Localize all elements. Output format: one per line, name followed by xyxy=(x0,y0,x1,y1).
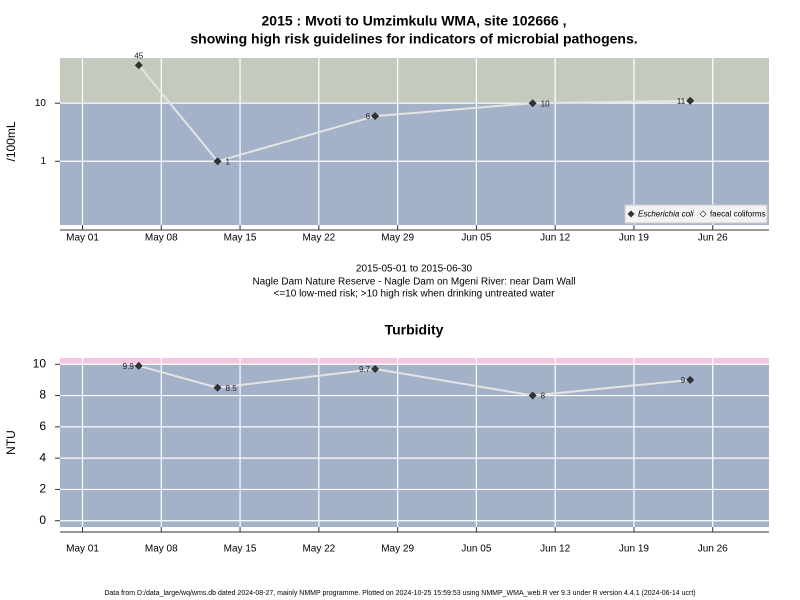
y-axis-label: NTU xyxy=(4,430,18,455)
y-axis-label: /100mL xyxy=(4,121,18,161)
x-tick-label: Jun 26 xyxy=(698,233,728,244)
data-label: 10 xyxy=(541,99,550,108)
low-risk-band xyxy=(60,364,769,527)
x-tick-label: Jun 12 xyxy=(540,544,570,555)
data-label: 9.9 xyxy=(123,362,135,371)
chart-title: 2015 : Mvoti to Umzimkulu WMA, site 1026… xyxy=(262,13,567,29)
data-label: 1 xyxy=(226,157,231,166)
legend-box xyxy=(624,204,768,224)
footer: Data from D:/data_large/wq/wms.db dated … xyxy=(104,590,695,597)
x-tick-label: May 01 xyxy=(66,544,99,555)
data-label: 8.5 xyxy=(226,384,238,393)
y-tick-label: 10 xyxy=(35,98,47,109)
subtitle: Nagle Dam Nature Reserve - Nagle Dam on … xyxy=(252,277,575,288)
high-risk-band xyxy=(60,58,769,104)
legend-label: faecal coliforms xyxy=(710,210,766,219)
high-risk-band xyxy=(60,358,769,365)
x-tick-label: May 29 xyxy=(381,544,414,555)
x-tick-label: May 15 xyxy=(224,544,257,555)
x-tick-label: May 22 xyxy=(302,233,335,244)
x-tick-label: May 15 xyxy=(224,233,257,244)
chart-title: showing high risk guidelines for indicat… xyxy=(190,31,637,47)
subtitle: <=10 low-med risk; >10 high risk when dr… xyxy=(274,289,556,300)
y-tick-label: 0 xyxy=(39,513,46,527)
y-tick-label: 2 xyxy=(39,482,46,496)
y-tick-label: 1 xyxy=(40,156,46,167)
x-tick-label: Jun 12 xyxy=(540,233,570,244)
y-tick-label: 6 xyxy=(39,419,46,433)
data-point xyxy=(686,96,695,105)
data-point xyxy=(134,61,143,70)
data-label: 9 xyxy=(681,376,686,385)
x-tick-label: May 22 xyxy=(302,544,335,555)
data-label: 11 xyxy=(677,97,686,106)
legend-label: Escherichia coli xyxy=(638,210,694,219)
x-tick-label: May 29 xyxy=(381,233,414,244)
data-point xyxy=(528,391,537,400)
legend-marker xyxy=(627,210,635,218)
x-tick-label: Jun 05 xyxy=(461,544,491,555)
data-point xyxy=(213,157,222,166)
y-tick-label: 10 xyxy=(33,356,47,370)
x-tick-label: May 08 xyxy=(145,233,178,244)
data-point xyxy=(213,383,222,392)
x-tick-label: Jun 05 xyxy=(461,233,491,244)
x-tick-label: May 01 xyxy=(66,233,99,244)
y-tick-label: 4 xyxy=(39,450,46,464)
data-point xyxy=(686,375,695,384)
data-point xyxy=(134,361,143,370)
data-point xyxy=(528,99,537,108)
x-tick-label: May 08 xyxy=(145,544,178,555)
data-label: 6 xyxy=(366,112,371,121)
subtitle: 2015-05-01 to 2015-06-30 xyxy=(356,264,473,275)
x-tick-label: Jun 26 xyxy=(698,544,728,555)
data-label: 45 xyxy=(134,51,143,60)
chart-title: Turbidity xyxy=(385,322,444,338)
data-label: 8 xyxy=(541,392,546,401)
data-label: 9.7 xyxy=(359,365,371,374)
data-point xyxy=(371,112,380,121)
x-tick-label: Jun 19 xyxy=(619,233,649,244)
data-point xyxy=(371,365,380,373)
x-tick-label: Jun 19 xyxy=(619,544,649,555)
legend-marker xyxy=(699,210,707,218)
y-tick-label: 8 xyxy=(39,388,46,402)
